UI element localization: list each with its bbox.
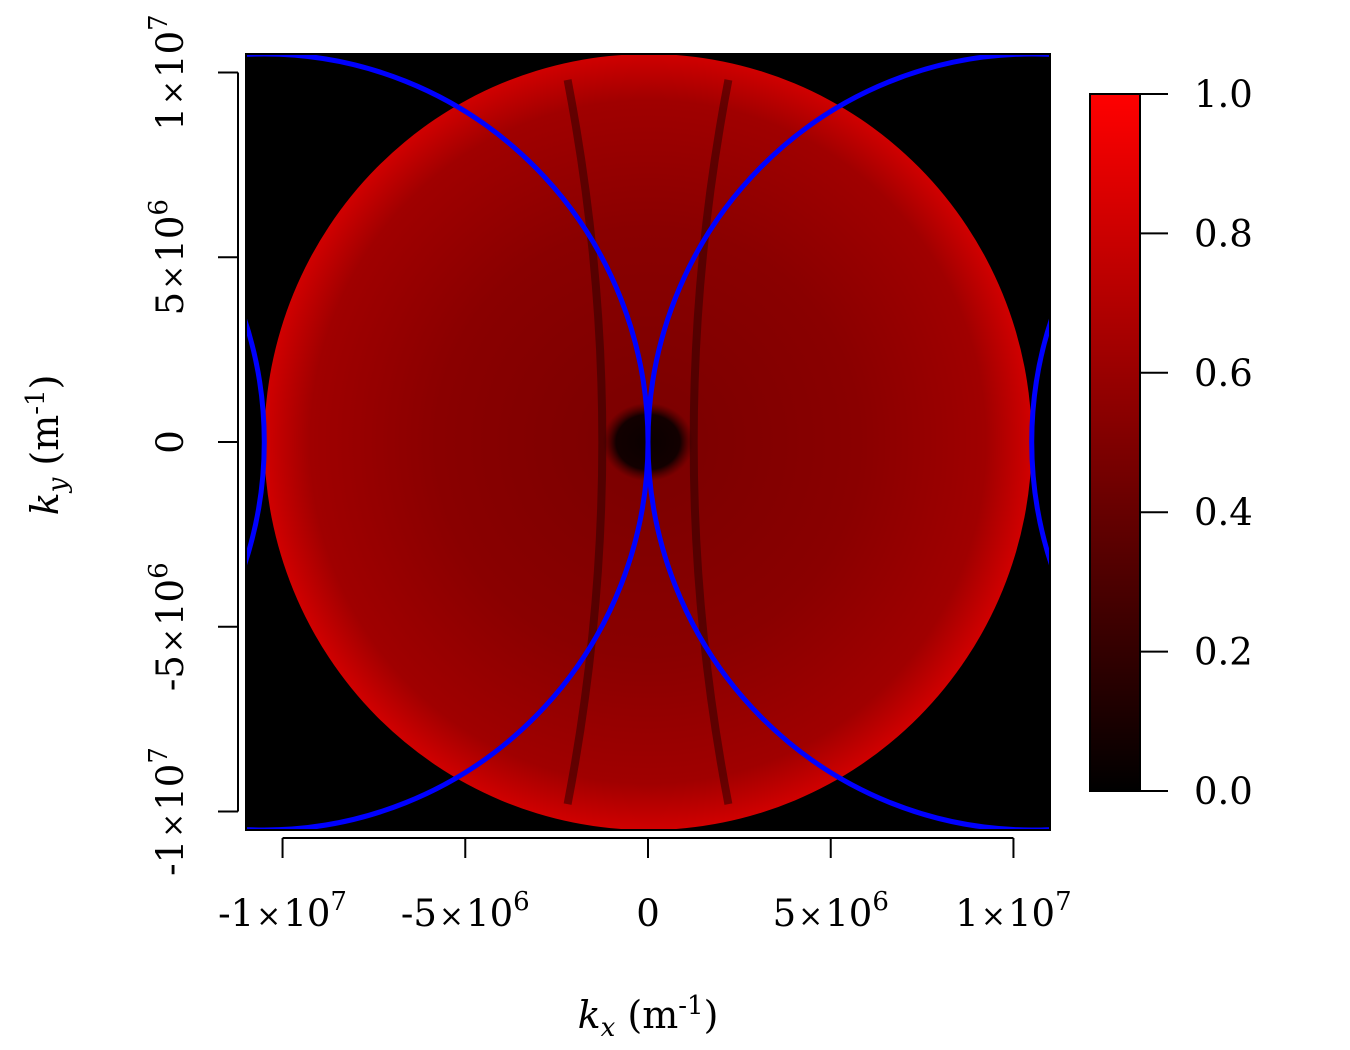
- y-tick-label: 5×106: [144, 199, 192, 315]
- colorbar: 0.0 0.2 0.4 0.6 0.8 1.0: [1089, 73, 1253, 813]
- x-tick-label: 1×107: [955, 887, 1071, 935]
- x-axis: -1×107 -5×106 0 5×106 1×107: [218, 837, 1072, 935]
- colorbar-gradient: [1089, 93, 1141, 792]
- plot-frame: [245, 53, 1051, 831]
- y-axis-label: ky (m-1): [21, 375, 73, 516]
- x-tick-label: -5×106: [401, 887, 530, 935]
- blue-circle: [1029, 315, 1050, 569]
- x-tick-label: 0: [636, 892, 660, 935]
- circles: [246, 54, 1050, 830]
- y-tick-label: -1×107: [144, 747, 192, 876]
- blue-circle: [645, 54, 1050, 830]
- colorbar-tick-label: 0.0: [1194, 770, 1253, 813]
- y-tick-label: 0: [149, 430, 192, 454]
- colorbar-tick-label: 0.6: [1194, 352, 1253, 395]
- colorbar-tick-label: 0.2: [1194, 631, 1253, 674]
- x-tick-label: 5×106: [773, 887, 889, 935]
- colorbar-ticks: 0.0 0.2 0.4 0.6 0.8 1.0: [1140, 73, 1253, 813]
- dark-streak: [689, 79, 733, 805]
- plot-area: [245, 53, 1051, 831]
- blue-circle: [246, 315, 267, 569]
- colorbar-tick-label: 0.4: [1194, 491, 1253, 534]
- y-axis: -1×107 -5×106 0 5×106 1×107: [144, 14, 239, 876]
- x-axis-label: kx (m-1): [578, 991, 719, 1043]
- colorbar-tick-label: 1.0: [1194, 73, 1253, 116]
- x-tick-label: -1×107: [218, 887, 347, 935]
- colorbar-tick-label: 0.8: [1194, 212, 1253, 255]
- y-tick-label: -5×106: [144, 562, 192, 691]
- dark-streak: [563, 79, 607, 805]
- y-tick-label: 1×107: [144, 14, 192, 130]
